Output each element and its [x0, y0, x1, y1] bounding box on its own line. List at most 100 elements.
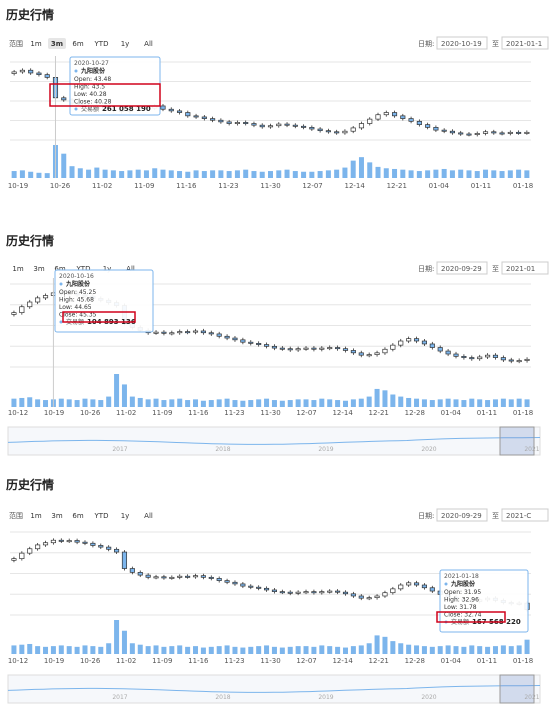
candle[interactable]: [441, 128, 447, 134]
candle[interactable]: [200, 573, 206, 580]
candle[interactable]: [185, 574, 191, 579]
candle[interactable]: [453, 351, 459, 359]
range-button-label[interactable]: All: [144, 40, 153, 48]
candle[interactable]: [36, 71, 42, 77]
candle[interactable]: [243, 120, 249, 126]
candle[interactable]: [375, 112, 381, 122]
range-button-ytd[interactable]: YTD: [90, 510, 113, 521]
date-to-field[interactable]: [501, 36, 549, 50]
candle[interactable]: [400, 113, 406, 121]
range-button-6m[interactable]: 6m: [69, 510, 87, 521]
candle[interactable]: [374, 594, 380, 600]
candle[interactable]: [492, 353, 499, 360]
range-button-1m[interactable]: 1m: [27, 510, 45, 521]
candle[interactable]: [469, 355, 475, 361]
candle[interactable]: [248, 340, 254, 346]
candle[interactable]: [28, 68, 34, 75]
candle[interactable]: [271, 344, 277, 351]
date-to-value[interactable]: 2021-C: [506, 512, 531, 520]
date-from-field[interactable]: [436, 36, 488, 50]
candle[interactable]: [474, 131, 480, 137]
range-button-label[interactable]: All: [126, 265, 135, 273]
candle[interactable]: [516, 358, 522, 364]
candle[interactable]: [58, 538, 64, 543]
candle[interactable]: [185, 110, 191, 118]
date-from-value[interactable]: 2020-10-19: [441, 40, 482, 48]
range-button-1m[interactable]: 1m: [9, 263, 27, 274]
candle[interactable]: [398, 338, 404, 348]
range-button-label[interactable]: 3m: [33, 265, 44, 273]
candle[interactable]: [224, 334, 230, 341]
candle[interactable]: [499, 130, 505, 136]
candle[interactable]: [391, 110, 398, 118]
candle[interactable]: [19, 304, 25, 315]
candle[interactable]: [264, 586, 270, 592]
candle[interactable]: [317, 127, 323, 133]
candle[interactable]: [226, 119, 232, 126]
candle[interactable]: [251, 121, 257, 128]
range-button-label[interactable]: 1y: [121, 512, 130, 520]
candle[interactable]: [398, 583, 404, 591]
candle[interactable]: [413, 580, 420, 587]
candle[interactable]: [232, 580, 238, 586]
candle[interactable]: [161, 330, 167, 336]
navigator[interactable]: [7, 674, 541, 704]
range-button-label[interactable]: 1m: [30, 40, 41, 48]
candle[interactable]: [335, 589, 341, 595]
candle[interactable]: [169, 330, 175, 336]
candle[interactable]: [500, 355, 506, 362]
candle[interactable]: [168, 107, 174, 113]
range-button-label[interactable]: YTD: [94, 40, 109, 48]
candle[interactable]: [279, 589, 285, 595]
candle[interactable]: [240, 337, 246, 345]
candle[interactable]: [429, 585, 435, 593]
candle[interactable]: [27, 546, 33, 556]
candle[interactable]: [177, 329, 183, 335]
candle[interactable]: [210, 116, 216, 123]
range-button-label[interactable]: YTD: [76, 265, 91, 273]
range-button-all[interactable]: All: [137, 38, 160, 49]
candle[interactable]: [390, 343, 396, 352]
date-from-value[interactable]: 2020-09-29: [441, 512, 482, 520]
candle[interactable]: [271, 588, 277, 594]
candle[interactable]: [335, 345, 341, 351]
candle[interactable]: [358, 121, 365, 130]
candle[interactable]: [342, 346, 349, 353]
candle[interactable]: [292, 123, 298, 129]
candle[interactable]: [42, 293, 49, 300]
candle[interactable]: [216, 576, 222, 583]
candle[interactable]: [216, 331, 222, 339]
candle[interactable]: [382, 347, 388, 355]
candle[interactable]: [524, 357, 530, 363]
candle[interactable]: [106, 545, 112, 552]
candle[interactable]: [267, 123, 274, 129]
candle[interactable]: [145, 573, 151, 580]
range-button-label[interactable]: 6m: [72, 40, 83, 48]
candle[interactable]: [11, 556, 17, 563]
candle[interactable]: [137, 570, 143, 578]
candle[interactable]: [309, 125, 315, 131]
date-to-value[interactable]: 2021-01-1: [506, 40, 542, 48]
candle[interactable]: [218, 118, 224, 124]
candle[interactable]: [11, 310, 17, 317]
range-button-3m[interactable]: 3m: [48, 510, 66, 521]
candle[interactable]: [390, 586, 396, 595]
candle[interactable]: [342, 129, 348, 135]
candle[interactable]: [264, 342, 270, 349]
candle[interactable]: [256, 341, 262, 347]
candle[interactable]: [74, 538, 80, 545]
candle[interactable]: [153, 330, 159, 335]
candle[interactable]: [406, 336, 412, 344]
candle[interactable]: [382, 590, 388, 598]
candle[interactable]: [208, 575, 214, 581]
candle[interactable]: [232, 335, 238, 342]
candle[interactable]: [19, 551, 25, 561]
range-button-label[interactable]: 1y: [121, 40, 130, 48]
candle[interactable]: [66, 538, 72, 543]
date-to-value[interactable]: 2021-01: [506, 265, 535, 273]
candle[interactable]: [507, 130, 513, 136]
date-from-field[interactable]: [436, 508, 488, 522]
navigator-window[interactable]: [499, 426, 535, 456]
candle[interactable]: [366, 352, 372, 358]
navigator-window[interactable]: [499, 674, 535, 704]
